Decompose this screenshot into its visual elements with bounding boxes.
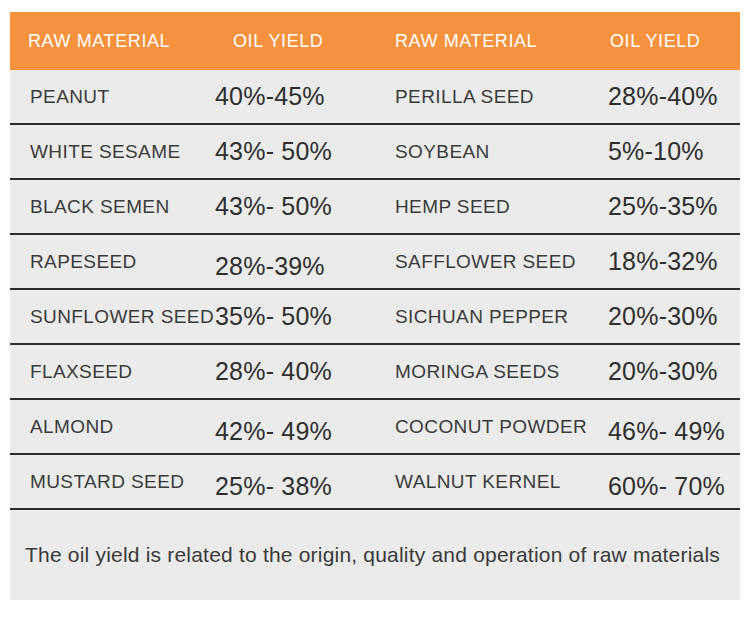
material-name: SICHUAN PEPPER	[385, 306, 608, 328]
table-footnote-band: The oil yield is related to the origin, …	[10, 510, 740, 600]
table-row: WHITE SESAME 43%- 50% SOYBEAN 5%-10%	[10, 125, 740, 180]
material-name: SUNFLOWER SEED	[10, 306, 215, 328]
yield-value: 28%-39%	[215, 252, 385, 281]
yield-value: 42%- 49%	[215, 417, 385, 446]
column-header-raw-material-1: RAW MATERIAL	[10, 31, 215, 52]
yield-value: 43%- 50%	[215, 137, 385, 166]
material-name: COCONUT POWDER	[385, 416, 608, 438]
material-name: SAFFLOWER SEED	[385, 251, 608, 273]
yield-value: 25%-35%	[608, 192, 740, 221]
table-row: FLAXSEED 28%- 40% MORINGA SEEDS 20%-30%	[10, 345, 740, 400]
material-name: SOYBEAN	[385, 141, 608, 163]
column-header-oil-yield-2: OIL YIELD	[608, 31, 740, 52]
material-name: WALNUT KERNEL	[385, 471, 608, 493]
yield-value: 35%- 50%	[215, 302, 385, 331]
table-row: RAPESEED 28%-39% SAFFLOWER SEED 18%-32%	[10, 235, 740, 290]
table-row: SUNFLOWER SEED 35%- 50% SICHUAN PEPPER 2…	[10, 290, 740, 345]
table-header-row: RAW MATERIAL OIL YIELD RAW MATERIAL OIL …	[10, 12, 740, 70]
yield-value: 43%- 50%	[215, 192, 385, 221]
table-row: ALMOND 42%- 49% COCONUT POWDER 46%- 49%	[10, 400, 740, 455]
table-row: PEANUT 40%-45% PERILLA SEED 28%-40%	[10, 70, 740, 125]
material-name: ALMOND	[10, 416, 215, 438]
yield-value: 18%-32%	[608, 247, 740, 276]
yield-value: 25%- 38%	[215, 472, 385, 501]
column-header-raw-material-2: RAW MATERIAL	[385, 31, 608, 52]
material-name: FLAXSEED	[10, 361, 215, 383]
yield-value: 20%-30%	[608, 302, 740, 331]
table-row: MUSTARD SEED 25%- 38% WALNUT KERNEL 60%-…	[10, 455, 740, 510]
column-header-oil-yield-1: OIL YIELD	[215, 31, 385, 52]
yield-value: 40%-45%	[215, 82, 385, 111]
table-row: BLACK SEMEN 43%- 50% HEMP SEED 25%-35%	[10, 180, 740, 235]
material-name: RAPESEED	[10, 251, 215, 273]
material-name: PEANUT	[10, 86, 215, 108]
material-name: MUSTARD SEED	[10, 471, 215, 493]
yield-value: 60%- 70%	[608, 472, 740, 501]
oil-yield-table: RAW MATERIAL OIL YIELD RAW MATERIAL OIL …	[10, 12, 740, 600]
yield-value: 46%- 49%	[608, 417, 740, 446]
footnote-text: The oil yield is related to the origin, …	[10, 543, 720, 567]
material-name: WHITE SESAME	[10, 141, 215, 163]
material-name: HEMP SEED	[385, 196, 608, 218]
yield-value: 20%-30%	[608, 357, 740, 386]
yield-value: 28%- 40%	[215, 357, 385, 386]
yield-value: 5%-10%	[608, 137, 740, 166]
yield-value: 28%-40%	[608, 82, 740, 111]
oil-yield-infographic: RAW MATERIAL OIL YIELD RAW MATERIAL OIL …	[0, 0, 750, 630]
material-name: BLACK SEMEN	[10, 196, 215, 218]
material-name: PERILLA SEED	[385, 86, 608, 108]
material-name: MORINGA SEEDS	[385, 361, 608, 383]
